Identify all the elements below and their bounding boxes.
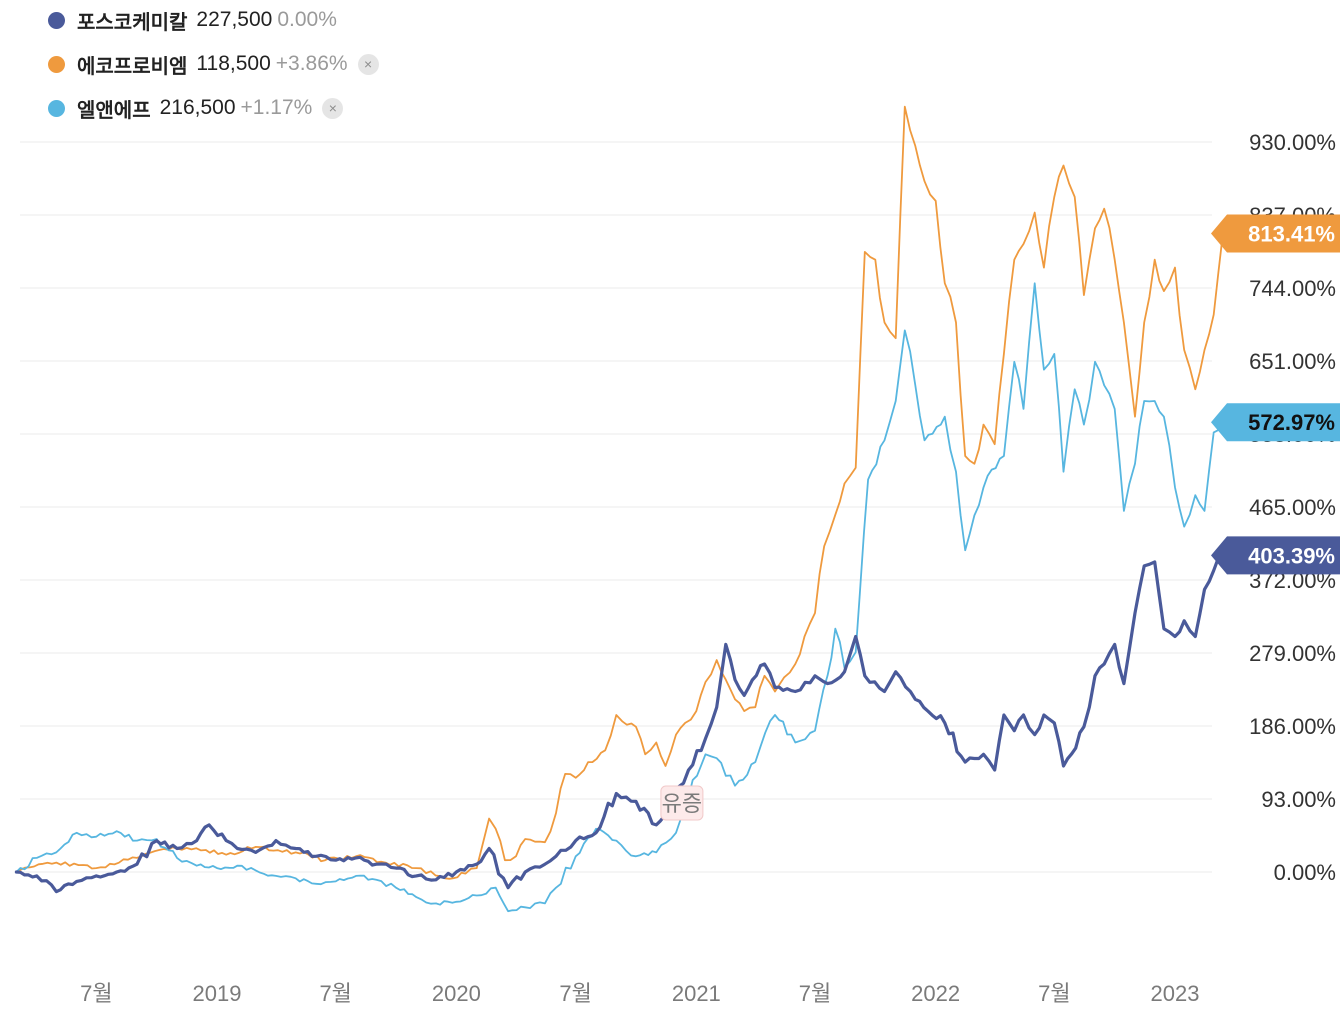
legend-color-dot (48, 55, 65, 73)
x-tick-label: 7월 (559, 981, 591, 1006)
end-value-tag (1211, 536, 1340, 575)
legend-stock-change: +1.17% (240, 96, 313, 119)
annotation-badge (660, 785, 704, 821)
x-tick-label: 2019 (193, 981, 242, 1006)
remove-series-close-icon[interactable]: × (357, 53, 379, 75)
legend-stock-change: 0.00% (277, 8, 337, 31)
x-tick-label: 2020 (432, 981, 481, 1006)
x-tick-label: 2021 (672, 981, 721, 1006)
annotation-label: 유증 (662, 791, 702, 816)
x-tick-label: 7월 (80, 981, 112, 1006)
legend-stock-price: 227,500 (196, 8, 273, 31)
legend-stock-name: 에코프로비엠 (77, 55, 188, 78)
y-tick-label: 93.00% (1261, 787, 1336, 812)
legend-item[interactable]: 엘앤에프 216,500 +1.17% × (48, 93, 344, 123)
legend-stock-name: 포스코케미칼 (77, 11, 188, 34)
y-tick-label: 651.00% (1249, 349, 1336, 374)
end-value-label: 572.97% (1248, 410, 1335, 435)
legend-stock-change: +3.86% (275, 52, 348, 75)
x-tick-label: 2023 (1151, 981, 1200, 1006)
y-tick-label: 930.00% (1249, 130, 1336, 155)
y-tick-label: 186.00% (1249, 714, 1336, 739)
end-value-label: 403.39% (1248, 543, 1335, 568)
legend-stock-price: 118,500 (196, 52, 271, 75)
legend-stock-price: 216,500 (159, 96, 236, 119)
legend-stock-name: 엘앤에프 (77, 99, 151, 122)
series-line (15, 282, 1224, 913)
x-tick-label: 2022 (911, 981, 960, 1006)
y-tick-label: 279.00% (1249, 641, 1336, 666)
x-tick-label: 7월 (319, 981, 351, 1006)
series-line (14, 553, 1225, 894)
legend-color-dot (48, 99, 65, 117)
end-value-tag (1211, 214, 1340, 253)
legend-color-dot (48, 11, 65, 29)
legend-item[interactable]: 포스코케미칼 227,500 0.00% (48, 5, 347, 35)
y-tick-label: 465.00% (1249, 495, 1336, 520)
x-tick-label: 7월 (1038, 981, 1070, 1006)
legend-item[interactable]: 에코프로비엠 118,500 +3.86% × (48, 49, 379, 79)
remove-series-close-icon[interactable]: × (322, 97, 344, 119)
end-value-label: 813.41% (1248, 222, 1335, 247)
y-tick-label: 744.00% (1249, 276, 1336, 301)
series-line (15, 105, 1224, 880)
end-value-tag (1211, 403, 1340, 442)
x-tick-label: 7월 (799, 981, 831, 1006)
y-tick-label: 0.00% (1274, 860, 1336, 885)
